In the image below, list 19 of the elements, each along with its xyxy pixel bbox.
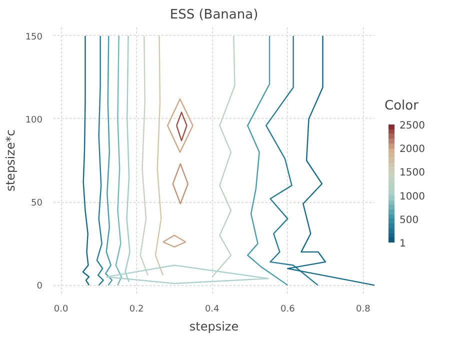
y-axis-title: stepsize*c <box>3 130 18 192</box>
y-tick-label: 100 <box>25 115 43 126</box>
x-axis-title: stepsize <box>189 320 239 334</box>
y-tick-label: 150 <box>25 32 43 42</box>
y-tick-label: 50 <box>31 198 43 209</box>
y-tick-label: 0 <box>36 282 43 292</box>
x-tick-label: 0.4 <box>204 304 220 314</box>
x-tick-label: 0.0 <box>54 304 68 314</box>
color-bar-label: 500 <box>400 214 419 226</box>
x-tick-label: 0.2 <box>129 304 144 314</box>
x-tick-label: 0.6 <box>280 304 296 314</box>
color-bar-label: 2000 <box>400 144 425 156</box>
color-bar-label: 1500 <box>400 168 425 179</box>
color-bar-label: 1 <box>400 238 406 250</box>
x-tick-label: 0.8 <box>356 304 371 314</box>
color-bar-label: 2500 <box>400 120 425 132</box>
color-bar-label: 1000 <box>400 191 425 202</box>
color-bar-title: Color <box>384 98 420 114</box>
chart-title: ESS (Banana) <box>170 8 258 22</box>
